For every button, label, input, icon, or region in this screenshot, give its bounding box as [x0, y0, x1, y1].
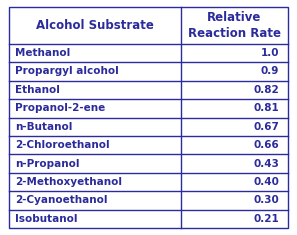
Text: Methanol: Methanol	[15, 48, 70, 58]
Text: 1.0: 1.0	[261, 48, 279, 58]
Text: Alcohol Substrate: Alcohol Substrate	[36, 19, 154, 32]
Text: 0.43: 0.43	[253, 159, 279, 168]
Text: 0.30: 0.30	[253, 195, 279, 205]
Text: 0.40: 0.40	[253, 177, 279, 187]
Text: Ethanol: Ethanol	[15, 85, 60, 95]
Text: n-Butanol: n-Butanol	[15, 122, 72, 132]
Text: n-Propanol: n-Propanol	[15, 159, 79, 168]
Text: 0.82: 0.82	[253, 85, 279, 95]
Text: Isobutanol: Isobutanol	[15, 214, 77, 224]
Text: 2-Cyanoethanol: 2-Cyanoethanol	[15, 195, 107, 205]
Text: 2-Methoxyethanol: 2-Methoxyethanol	[15, 177, 122, 187]
Text: 2-Chloroethanol: 2-Chloroethanol	[15, 140, 110, 150]
Text: 0.66: 0.66	[253, 140, 279, 150]
Text: Relative
Reaction Rate: Relative Reaction Rate	[188, 11, 281, 40]
Text: 0.21: 0.21	[253, 214, 279, 224]
Text: 0.81: 0.81	[253, 103, 279, 113]
Text: 0.9: 0.9	[261, 67, 279, 76]
Text: 0.67: 0.67	[253, 122, 279, 132]
Text: Propanol-2-ene: Propanol-2-ene	[15, 103, 105, 113]
Text: Propargyl alcohol: Propargyl alcohol	[15, 67, 119, 76]
